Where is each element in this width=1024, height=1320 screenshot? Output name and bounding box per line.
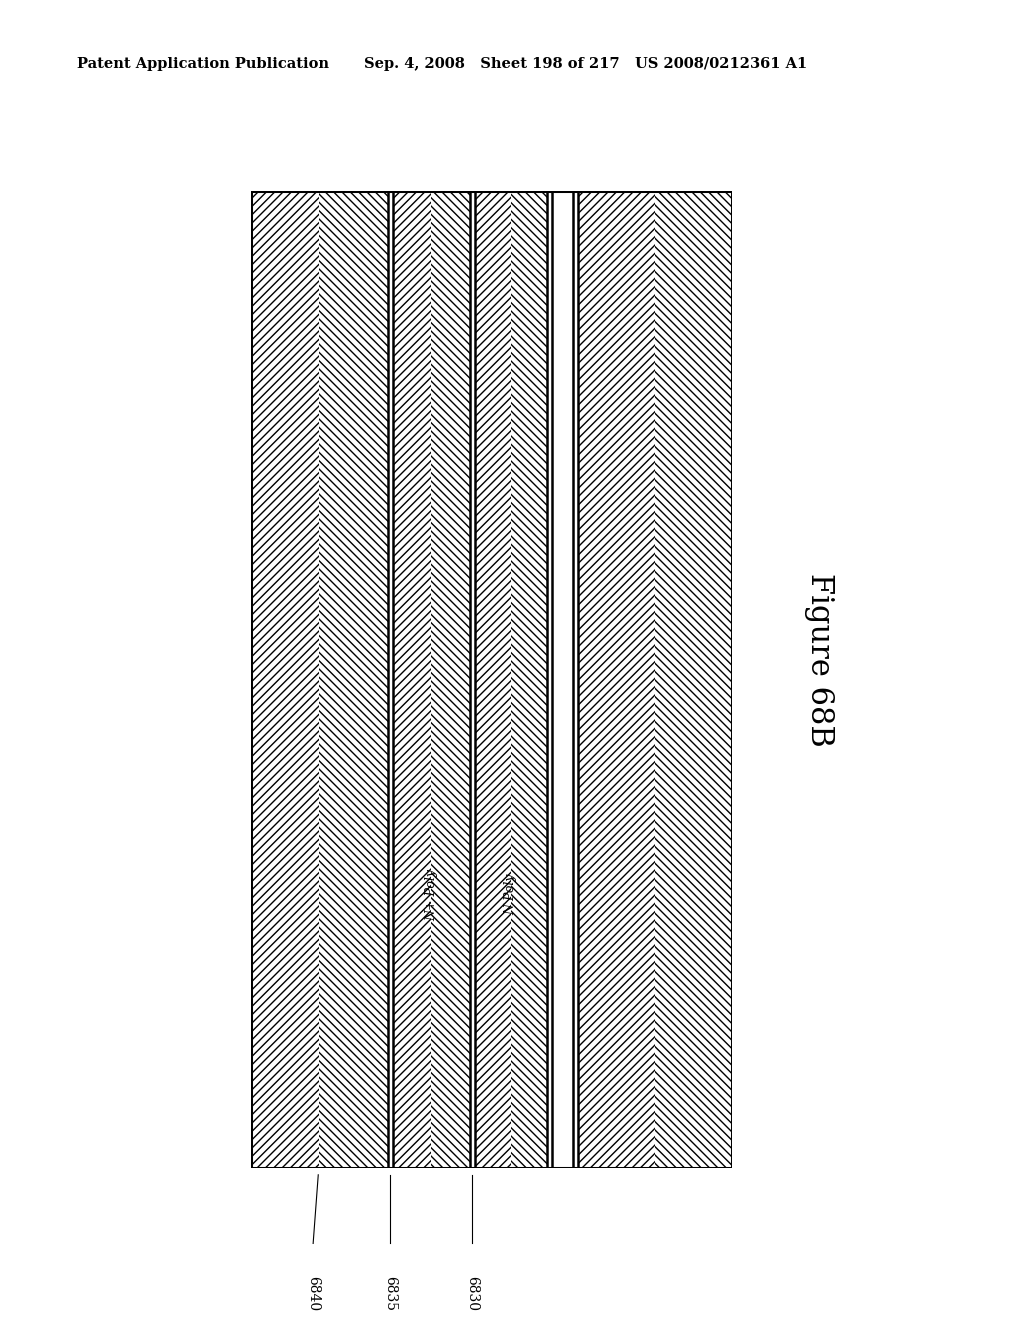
Bar <box>475 191 511 1168</box>
Bar <box>393 191 431 1168</box>
Bar <box>319 191 388 1168</box>
Bar <box>579 191 655 1168</box>
Bar <box>655 191 732 1168</box>
Bar <box>511 191 547 1168</box>
Bar <box>552 191 573 1168</box>
Bar <box>431 191 470 1168</box>
Text: 6830: 6830 <box>465 1276 479 1312</box>
Text: 6835: 6835 <box>383 1276 397 1312</box>
Text: Figure 68B: Figure 68B <box>804 573 835 747</box>
Text: 6840: 6840 <box>306 1276 321 1312</box>
Text: Sep. 4, 2008   Sheet 198 of 217   US 2008/0212361 A1: Sep. 4, 2008 Sheet 198 of 217 US 2008/02… <box>364 57 807 71</box>
Bar <box>251 191 319 1168</box>
Text: N+ Poly: N+ Poly <box>425 869 438 920</box>
Text: N Poly: N Poly <box>504 874 517 916</box>
Text: Patent Application Publication: Patent Application Publication <box>77 57 329 71</box>
